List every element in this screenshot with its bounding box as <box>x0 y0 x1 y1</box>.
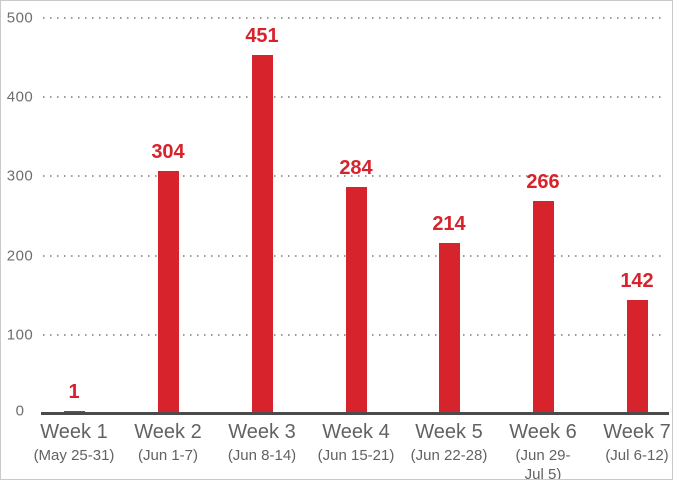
bar-value-label-week-4: 284 <box>339 157 373 180</box>
week-name: Week 6 <box>509 421 577 443</box>
bar-value-label-week-1: 1 <box>68 381 80 403</box>
week-name: Week 5 <box>415 421 483 443</box>
week-name: Week 3 <box>228 421 296 443</box>
x-axis-label-week-7: Week 7 (Jul 6-12) <box>582 421 672 466</box>
week-dates: (Jun 29- Jul 5) <box>515 447 571 480</box>
week-name: Week 1 <box>40 421 108 443</box>
bar-week-6 <box>532 201 554 412</box>
gridline-400 <box>43 96 666 99</box>
y-tick-label-300: 300 <box>6 167 34 185</box>
gridline-300 <box>43 175 666 178</box>
x-axis-label-week-6: Week 6 (Jun 29- Jul 5) <box>488 421 598 480</box>
y-tick-label-200: 200 <box>6 247 34 265</box>
week-name: Week 7 <box>603 421 671 443</box>
y-tick-label-500: 500 <box>6 9 34 27</box>
x-axis-label-week-3: Week 3 (Jun 8-14) <box>207 421 317 466</box>
week-name: Week 4 <box>322 421 390 443</box>
week-dates: (Jun 22-28) <box>410 447 488 464</box>
x-axis-label-week-5: Week 5 (Jun 22-28) <box>394 421 504 466</box>
bar-week-2 <box>157 171 179 412</box>
week-name: Week 2 <box>134 421 202 443</box>
week-dates: (May 25-31) <box>33 447 115 464</box>
bar-week-7 <box>626 299 648 412</box>
week-dates: (Jun 15-21) <box>317 447 395 464</box>
x-axis-line <box>41 412 669 415</box>
x-axis-label-week-4: Week 4 (Jun 15-21) <box>301 421 411 466</box>
week-dates: (Jul 6-12) <box>605 447 669 464</box>
bar-value-label-week-2: 304 <box>151 141 185 164</box>
bar-week-1 <box>63 411 85 412</box>
y-tick-label-0: 0 <box>15 402 25 420</box>
bar-value-label-week-7: 142 <box>620 269 654 292</box>
x-axis-label-week-1: Week 1 (May 25-31) <box>19 421 129 466</box>
y-tick-label-400: 400 <box>6 88 34 106</box>
week-dates: (Jun 1-7) <box>137 447 199 464</box>
gridline-500 <box>43 17 666 19</box>
bar-week-4 <box>345 187 367 412</box>
bar-value-label-week-5: 214 <box>432 212 466 235</box>
bar-week-5 <box>438 242 460 412</box>
bar-value-label-week-6: 266 <box>526 171 560 194</box>
week-dates: (Jun 8-14) <box>227 447 297 464</box>
bar-week-3 <box>251 54 273 412</box>
x-axis-label-week-2: Week 2 (Jun 1-7) <box>113 421 223 466</box>
y-tick-label-100: 100 <box>6 326 34 344</box>
bar-value-label-week-3: 451 <box>245 24 279 47</box>
